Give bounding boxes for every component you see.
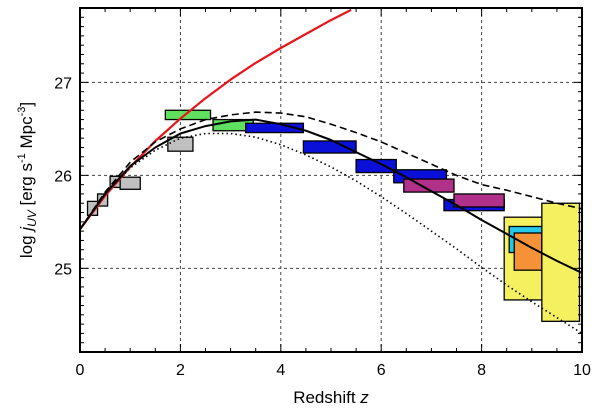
data-box-gray [119,176,141,190]
y-tick-label: 26 [54,168,72,185]
x-tick-label: 4 [276,362,285,379]
x-axis-title: Redshift z [293,388,369,407]
dashed-model-curve [80,111,582,230]
x-tick-label: 6 [377,362,386,379]
data-box-blue [302,140,357,154]
data-box-magenta [453,193,505,208]
model-curves [80,8,582,335]
x-tick-label: 2 [176,362,185,379]
data-box-green [164,109,212,121]
x-tick-label: 0 [76,362,85,379]
x-tick-label: 10 [573,362,591,379]
y-axis-title: log jUV [erg s-1 Mpc-3] [16,102,39,258]
data-box-blue [355,158,397,174]
tick-labels: 0 2 4 6 8 10 25 26 27 [54,75,591,379]
plot-frame [79,7,583,353]
y-tick-label: 27 [54,75,72,92]
x-tick-label: 8 [477,362,486,379]
data-boxes [86,109,581,322]
y-tick-label: 25 [54,261,72,278]
data-box-gray [86,200,99,216]
solid-model-curve [80,118,582,274]
